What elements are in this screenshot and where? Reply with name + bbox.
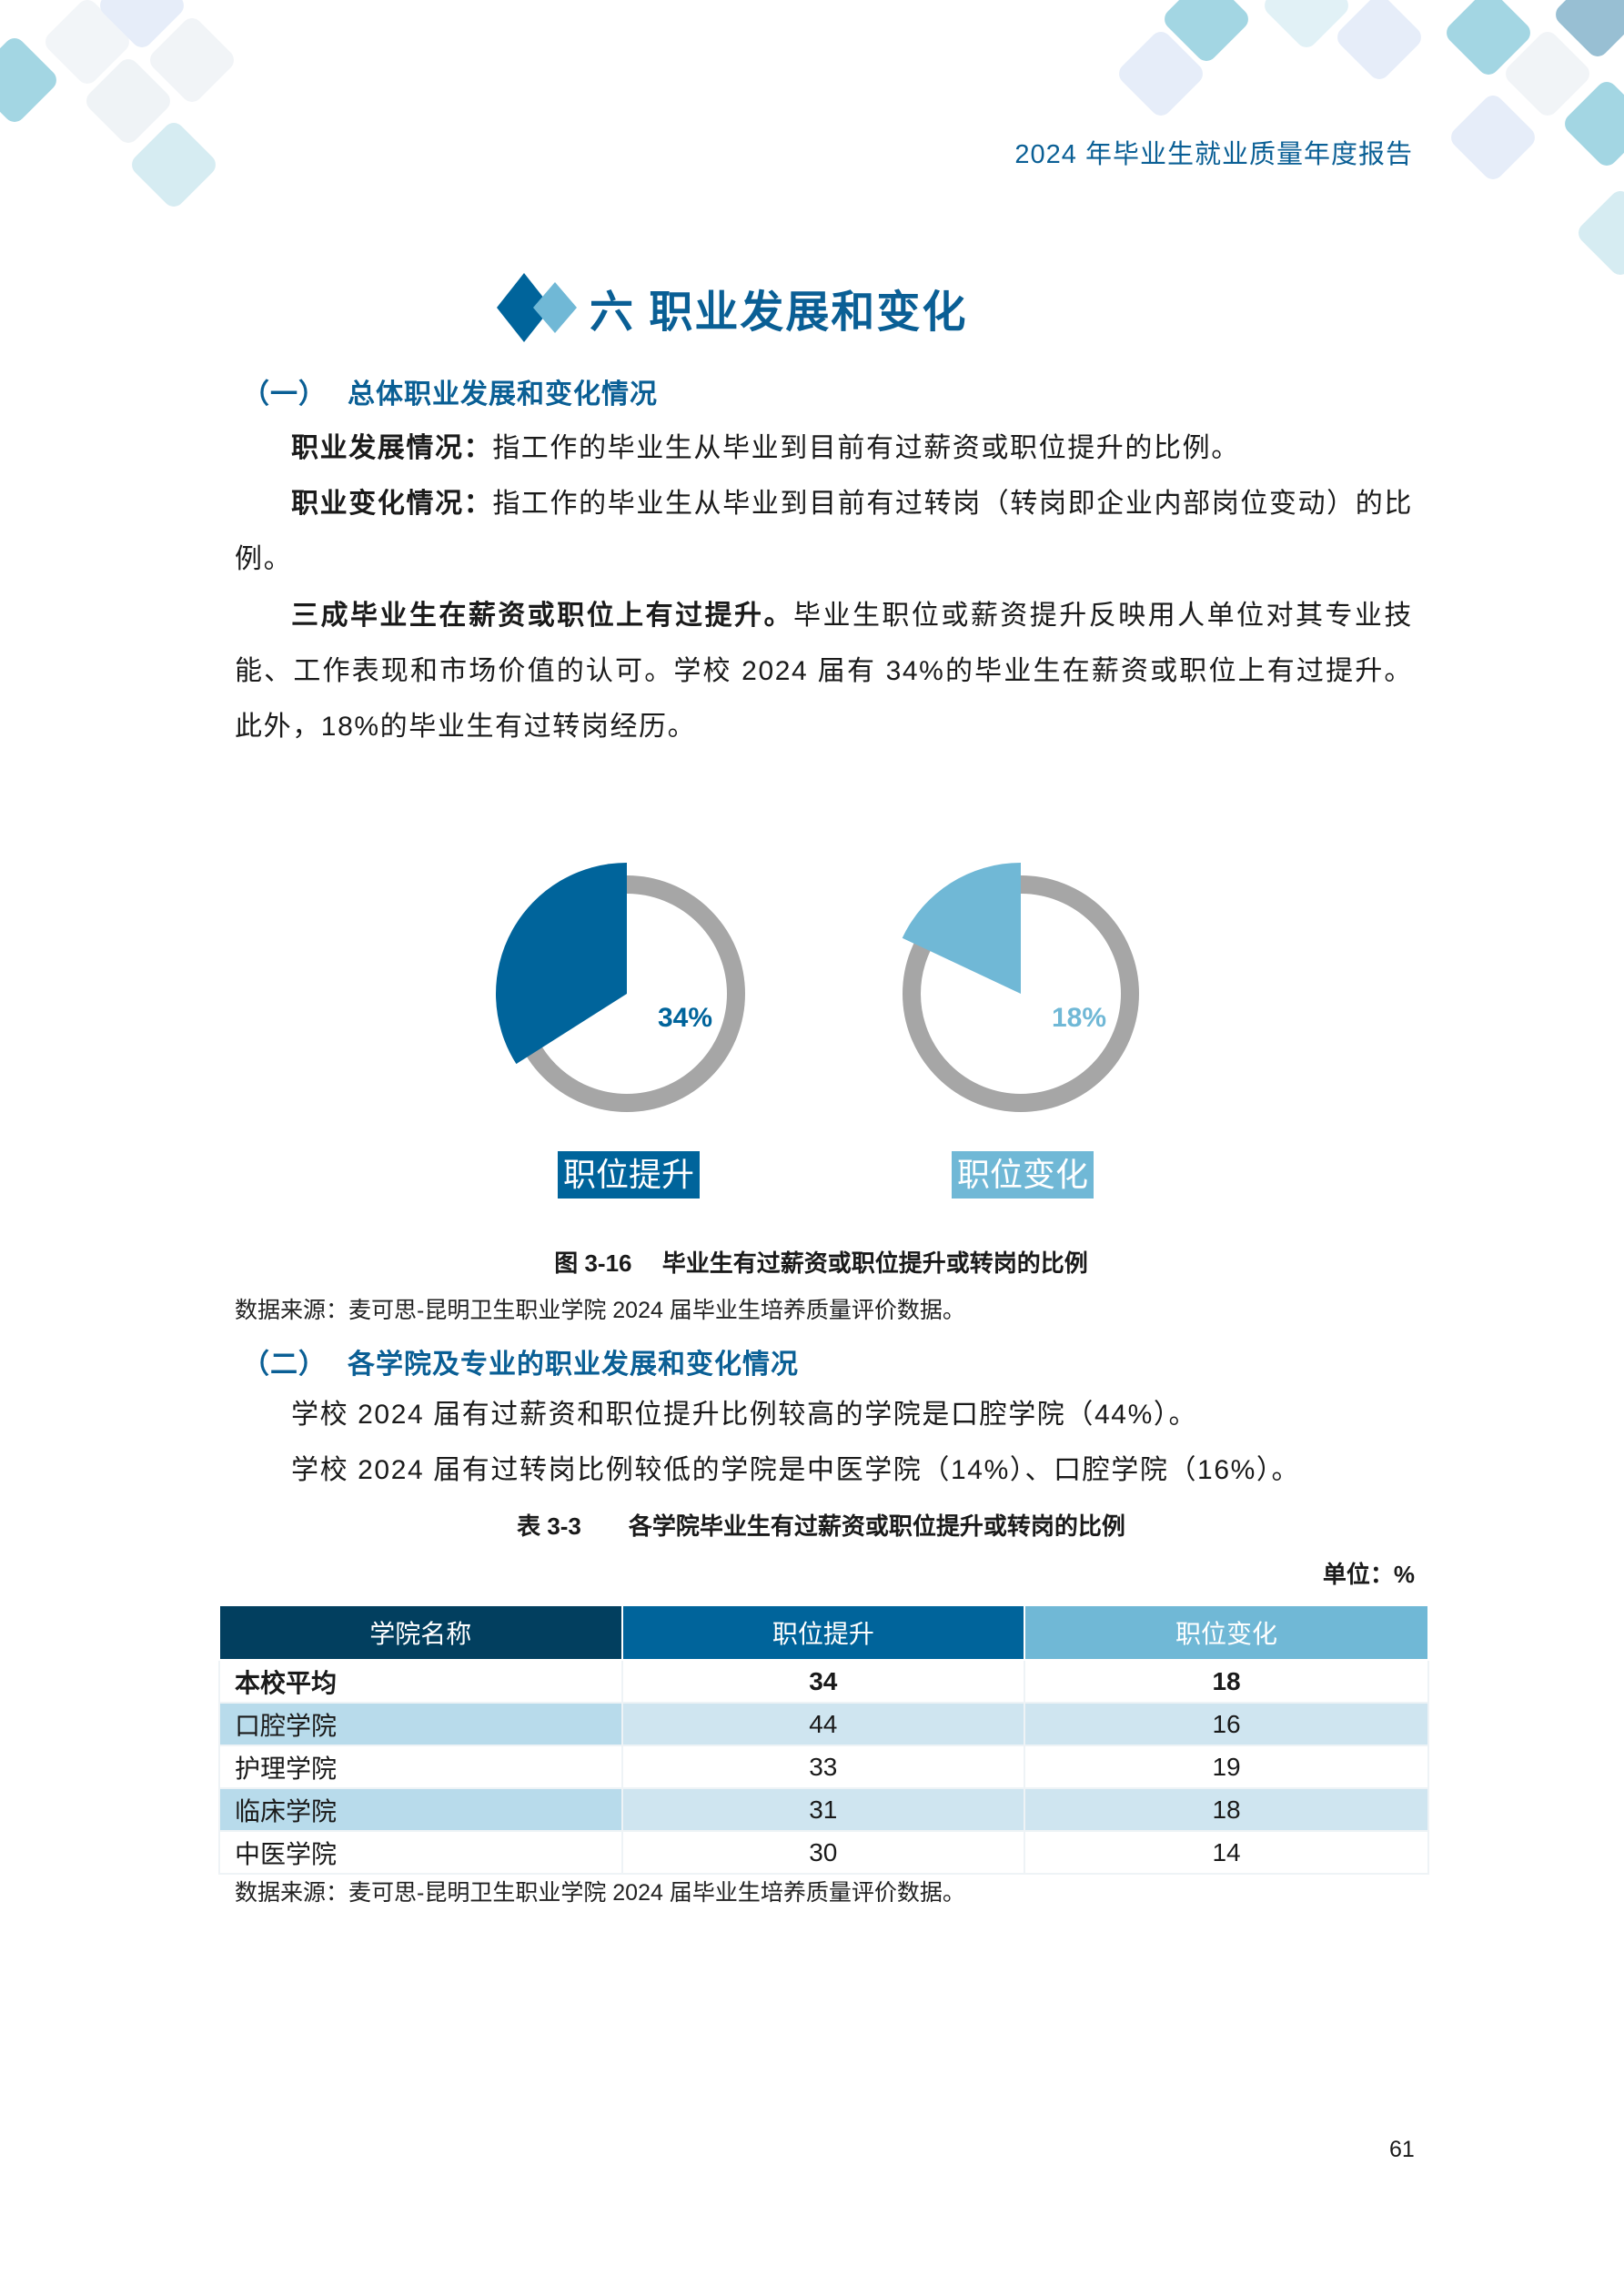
college-name-cell: 中医学院 <box>218 1830 623 1875</box>
data-source: 数据来源：麦可思-昆明卫生职业学院 2024 届毕业生培养质量评价数据。 <box>235 1298 965 1323</box>
paragraph: 学校 2024 届有过薪资和职位提升比例较高的学院是口腔学院（44%）。 <box>291 1400 1198 1430</box>
college-name-cell: 口腔学院 <box>218 1702 623 1746</box>
pie-value-label: 34% <box>658 1003 712 1033</box>
table-header-row: 学院名称 职位提升 职位变化 <box>218 1604 1429 1661</box>
pie-slice <box>496 863 627 1065</box>
data-table: 学院名称 职位提升 职位变化 本校平均 34 18 口腔学院 44 16 护理学院 33 19 临… <box>218 1604 1429 1875</box>
value-cell: 31 <box>620 1787 1026 1832</box>
table-caption: 表 3-3 各学院毕业生有过薪资或职位提升或转岗的比例 <box>517 1512 1125 1540</box>
table-row: 临床学院 31 18 <box>218 1787 1429 1832</box>
college-name-cell: 护理学院 <box>218 1745 623 1789</box>
subsection-title: 各学院及专业的职业发展和变化情况 <box>348 1350 799 1380</box>
diamond-logo-icon <box>497 273 577 342</box>
key-finding: 三成毕业生在薪资或职位上有过提升。 <box>291 601 793 631</box>
report-header-title: 2024 年毕业生就业质量年度报告 <box>1014 140 1413 169</box>
value-cell: 30 <box>620 1830 1026 1875</box>
paragraph: 职业变化情况：指工作的毕业生从毕业到目前有过转岗（转岗即企业内部岗位变动）的比例… <box>235 476 1413 587</box>
subsection-number: （二） <box>242 1350 327 1380</box>
subsection-heading-2: （二） 各学院及专业的职业发展和变化情况 <box>242 1341 799 1381</box>
college-name-cell: 临床学院 <box>218 1787 623 1832</box>
decorative-diamond <box>1333 0 1426 84</box>
column-header: 职位变化 <box>1024 1604 1429 1661</box>
pie-label-promotion: 职位提升 <box>558 1151 701 1199</box>
page-number: 61 <box>1389 2137 1415 2162</box>
value-cell: 14 <box>1024 1830 1429 1875</box>
page-title: 六 职业发展和变化 <box>590 288 968 337</box>
pie-value-label: 18% <box>1052 1003 1106 1033</box>
value-cell: 18 <box>1024 1787 1429 1832</box>
subsection-number: （一） <box>242 379 327 410</box>
data-source: 数据来源：麦可思-昆明卫生职业学院 2024 届毕业生培养质量评价数据。 <box>235 1880 965 1906</box>
value-cell: 16 <box>1024 1702 1429 1746</box>
column-header: 职位提升 <box>620 1604 1026 1661</box>
decorative-diamond <box>1447 91 1539 184</box>
value-cell: 44 <box>620 1702 1026 1746</box>
table-row: 本校平均 34 18 <box>218 1659 1429 1704</box>
definition: 指工作的毕业生从毕业到目前有过薪资或职位提升的比例。 <box>492 433 1240 463</box>
unit-label: 单位：% <box>1322 1561 1415 1588</box>
paragraph: 职业发展情况：指工作的毕业生从毕业到目前有过薪资或职位提升的比例。 <box>235 420 1413 476</box>
value-cell: 19 <box>1024 1745 1429 1789</box>
table-row: 中医学院 30 14 <box>218 1830 1429 1875</box>
value-cell: 18 <box>1024 1659 1429 1704</box>
section-heading: 六 职业发展和变化 <box>489 269 967 346</box>
subsection-title: 总体职业发展和变化情况 <box>348 379 658 410</box>
table-row: 口腔学院 44 16 <box>218 1702 1429 1746</box>
subsection-heading-1: （一） 总体职业发展和变化情况 <box>242 371 658 411</box>
table-row: 护理学院 33 19 <box>218 1745 1429 1789</box>
pie-label-change: 职位变化 <box>952 1151 1094 1199</box>
decorative-diamond <box>1574 187 1624 279</box>
paragraph: 学校 2024 届有过转岗比例较低的学院是中医学院（14%）、口腔学院（16%）… <box>291 1455 1301 1485</box>
definition: 指工作的毕业生从毕业到目前有过转岗（转岗即企业内部岗位变动）的比例。 <box>235 489 1413 574</box>
term: 职业变化情况： <box>291 489 493 519</box>
pie-slice <box>902 863 1021 994</box>
college-name-cell: 本校平均 <box>218 1659 623 1704</box>
value-cell: 34 <box>620 1659 1026 1704</box>
figure-caption: 图 3-16 毕业生有过薪资或职位提升或转岗的比例 <box>554 1249 1088 1277</box>
value-cell: 33 <box>620 1745 1026 1789</box>
paragraph-text: 毕业生职位或薪资提升反映用人单位对其专业技能、工作表现和市场价值的认可。学校 2… <box>235 601 1413 742</box>
pie-charts: 34% 18% <box>496 863 1139 1112</box>
term: 职业发展情况： <box>291 433 493 463</box>
column-header: 学院名称 <box>218 1604 623 1661</box>
paragraph: 三成毕业生在薪资或职位上有过提升。毕业生职位或薪资提升反映用人单位对其专业技能、… <box>235 588 1413 754</box>
